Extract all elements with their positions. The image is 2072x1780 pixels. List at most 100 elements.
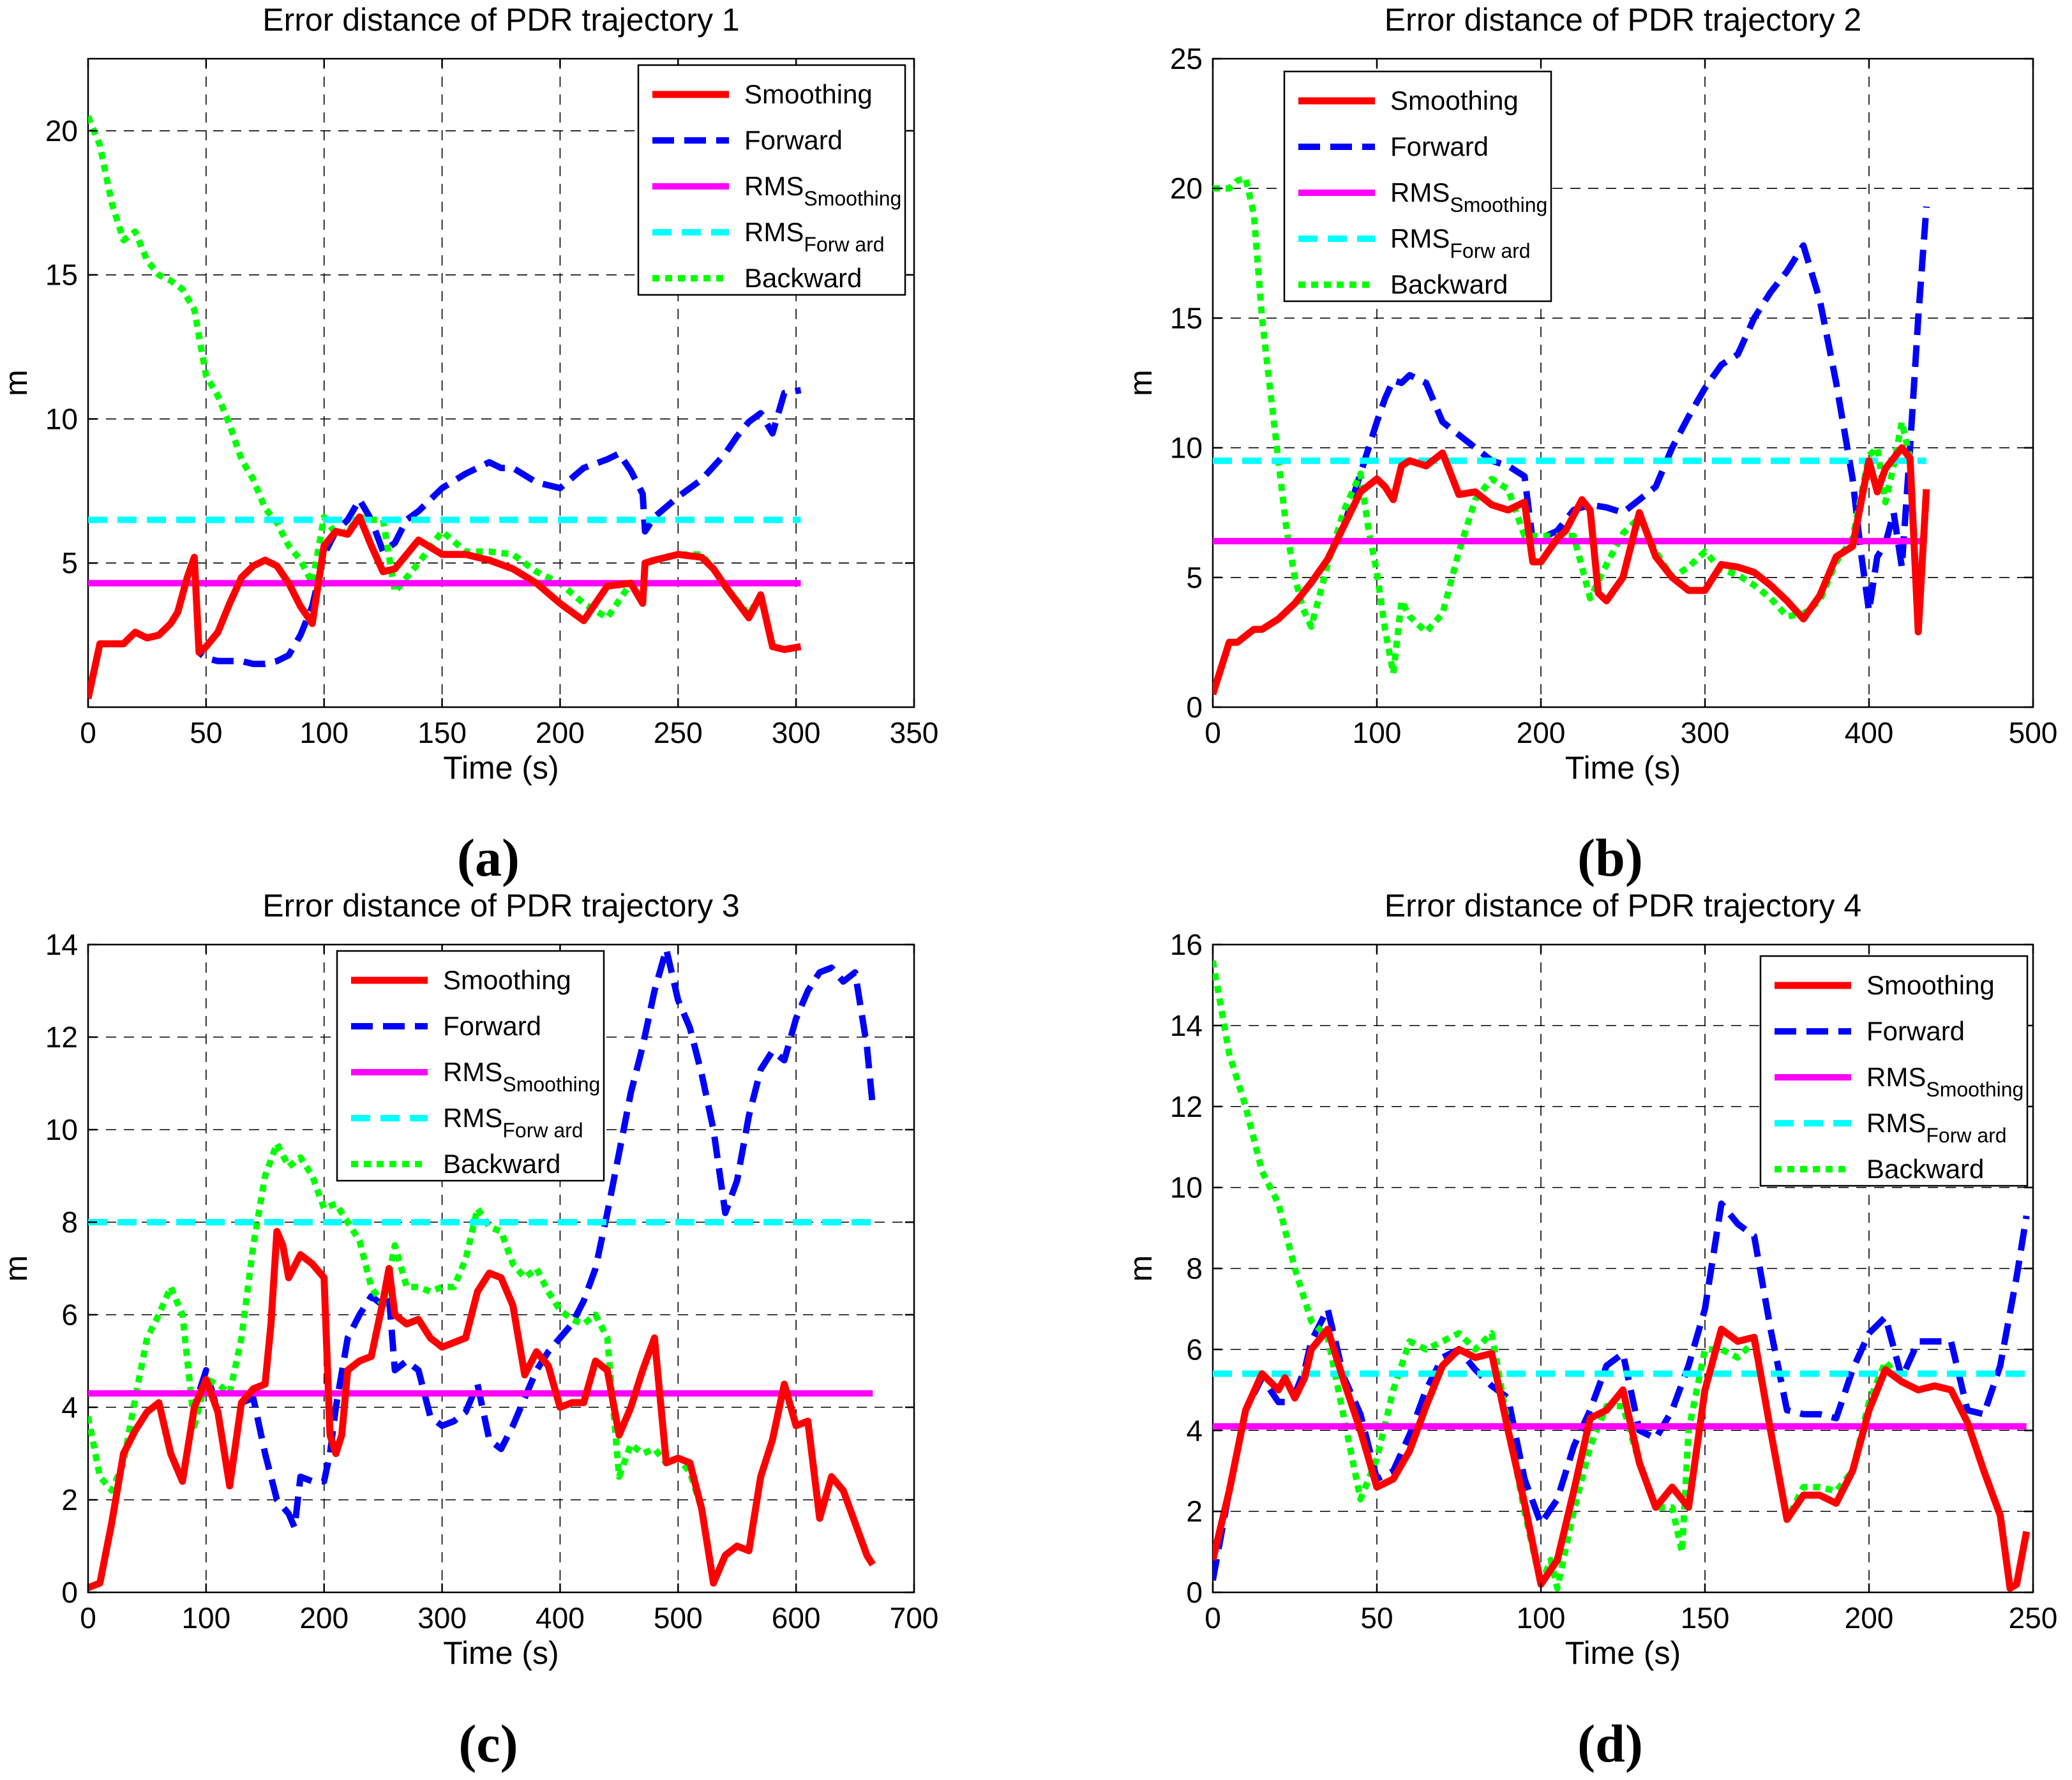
legend-label-text: Smoothing bbox=[1390, 86, 1519, 116]
chart-panel-4: 0 50 100 150 200 250 0 2 4 6 8 10 12 14 16 Error distan… bbox=[1123, 888, 2057, 1774]
legend-label-text: Smoothing bbox=[443, 965, 571, 995]
legend-label-text: Forward bbox=[1390, 131, 1489, 161]
chart-title: Error distance of PDR trajectory 1 bbox=[262, 2, 740, 38]
legend-label-text: RMS bbox=[744, 217, 804, 247]
legend-label: Smoothing bbox=[744, 79, 873, 109]
legend-label-text: RMS bbox=[443, 1103, 502, 1133]
y-tick-label: 25 bbox=[1170, 42, 1203, 75]
legend-label-text: RMS bbox=[443, 1057, 502, 1087]
y-tick-label: 6 bbox=[1186, 1333, 1203, 1366]
legend-label: Forward bbox=[1390, 131, 1489, 161]
legend-label-text: RMS bbox=[744, 171, 804, 201]
series-group bbox=[88, 115, 802, 699]
y-tick-label: 0 bbox=[61, 1576, 78, 1609]
panel-label: (c) bbox=[458, 1714, 518, 1774]
legend-label-subscript: Smoothing bbox=[1450, 193, 1547, 216]
legend-label: RMSSmoothing bbox=[1866, 1062, 2023, 1101]
legend-box bbox=[1283, 70, 1552, 303]
y-axis-label: m bbox=[0, 370, 34, 396]
y-tick-label: 6 bbox=[61, 1298, 78, 1331]
legend-label: Backward bbox=[744, 263, 862, 293]
legend-box bbox=[637, 64, 906, 296]
x-tick-label: 100 bbox=[181, 1601, 230, 1634]
x-tick-label: 250 bbox=[654, 716, 703, 749]
legend-label-text: Forward bbox=[744, 125, 843, 155]
y-tick-label: 8 bbox=[61, 1206, 78, 1239]
x-tick-label: 400 bbox=[536, 1601, 585, 1634]
legend-label: RMSSmoothing bbox=[443, 1057, 600, 1096]
legend-label-text: Forward bbox=[1866, 1016, 1965, 1046]
x-axis-label: Time (s) bbox=[443, 750, 559, 786]
series-line-forward bbox=[1213, 1200, 2030, 1581]
chart-panel-2: 0 100 200 300 400 500 0 5 10 15 20 25 Error distance… bbox=[1123, 2, 2057, 888]
x-tick-label: 50 bbox=[1360, 1601, 1393, 1634]
legend-label-subscript: Forw ard bbox=[1926, 1124, 2006, 1147]
x-tick-label: 0 bbox=[1205, 716, 1221, 749]
legend-label: RMSSmoothing bbox=[1390, 177, 1547, 216]
y-tick-label: 2 bbox=[61, 1483, 78, 1516]
series-group bbox=[1213, 960, 2031, 1592]
y-tick-label: 10 bbox=[45, 1113, 78, 1146]
series-line-smoothing bbox=[88, 1228, 876, 1591]
x-tick-label: 350 bbox=[890, 716, 939, 749]
legend-label: RMSForw ard bbox=[1866, 1108, 2007, 1147]
y-tick-label: 4 bbox=[61, 1391, 78, 1424]
x-tick-label: 150 bbox=[417, 716, 467, 749]
y-tick-label: 4 bbox=[1186, 1414, 1203, 1447]
legend-label-text: Forward bbox=[443, 1011, 541, 1041]
legend-box bbox=[336, 950, 605, 1182]
series-line-forward bbox=[88, 387, 802, 699]
x-tick-label: 0 bbox=[80, 1601, 96, 1634]
legend-box bbox=[1759, 955, 2029, 1187]
x-axis-label: Time (s) bbox=[1565, 750, 1681, 786]
legend-label-text: Smoothing bbox=[744, 79, 873, 109]
y-axis-label: m bbox=[1123, 1255, 1159, 1282]
panel-label: (a) bbox=[457, 828, 520, 888]
y-tick-label: 15 bbox=[45, 258, 78, 292]
series-group bbox=[88, 946, 876, 1591]
legend-label: RMSForw ard bbox=[443, 1103, 583, 1142]
x-tick-label: 400 bbox=[1845, 716, 1894, 749]
series-line-smoothing bbox=[88, 513, 802, 699]
y-tick-label: 15 bbox=[1170, 301, 1203, 334]
chart-title: Error distance of PDR trajectory 3 bbox=[262, 888, 740, 924]
legend-label-text: RMS bbox=[1390, 177, 1450, 207]
y-tick-label: 10 bbox=[1170, 431, 1203, 465]
legend-label: Forward bbox=[744, 125, 843, 155]
legend-label-text: Backward bbox=[443, 1149, 560, 1179]
chart-panel-3: 0 100 200 300 400 500 600 700 0 2 4 6 8 10 12 14 Error d… bbox=[0, 888, 938, 1774]
legend-label: Smoothing bbox=[1866, 970, 1995, 1000]
panel-label: (b) bbox=[1577, 828, 1643, 888]
legend-label-text: RMS bbox=[1866, 1062, 1926, 1092]
y-tick-label: 0 bbox=[1186, 691, 1203, 724]
panel-label: (d) bbox=[1577, 1714, 1643, 1774]
y-tick-label: 12 bbox=[45, 1021, 78, 1054]
legend-label: Smoothing bbox=[443, 965, 571, 995]
y-tick-label: 20 bbox=[45, 114, 78, 147]
x-tick-label: 200 bbox=[536, 716, 585, 749]
y-tick-label: 5 bbox=[61, 546, 78, 580]
x-tick-label: 300 bbox=[417, 1601, 467, 1634]
y-tick-label: 12 bbox=[1170, 1090, 1203, 1123]
x-tick-label: 300 bbox=[1681, 716, 1730, 749]
legend-label-subscript: Smoothing bbox=[502, 1073, 600, 1096]
legend-label-subscript: Forw ard bbox=[502, 1119, 583, 1142]
y-tick-label: 10 bbox=[45, 402, 78, 435]
y-tick-label: 14 bbox=[1170, 1009, 1203, 1042]
y-tick-label: 20 bbox=[1170, 172, 1203, 205]
x-tick-label: 100 bbox=[299, 716, 349, 749]
legend-label-subscript: Smoothing bbox=[1926, 1078, 2023, 1101]
series-group bbox=[1213, 174, 1930, 696]
legend-label: RMSSmoothing bbox=[744, 171, 901, 210]
legend-label-text: Backward bbox=[1866, 1154, 1984, 1184]
chart-title: Error distance of PDR trajectory 4 bbox=[1385, 888, 1862, 924]
x-tick-label: 200 bbox=[1845, 1601, 1894, 1634]
x-tick-label: 0 bbox=[1205, 1601, 1221, 1634]
y-tick-label: 0 bbox=[1186, 1576, 1203, 1609]
legend-label-text: Backward bbox=[1390, 269, 1508, 299]
x-tick-label: 50 bbox=[190, 716, 222, 749]
